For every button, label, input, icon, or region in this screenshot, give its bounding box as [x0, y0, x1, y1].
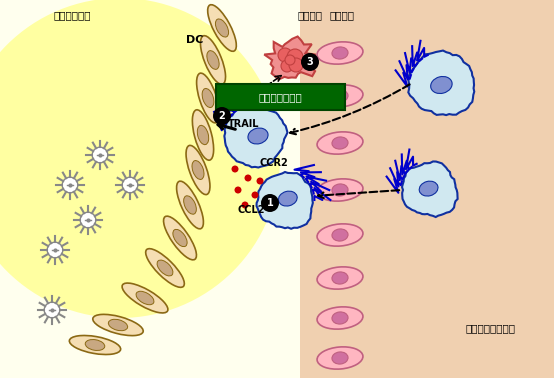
Text: CCL2: CCL2: [237, 205, 264, 215]
Circle shape: [80, 212, 96, 228]
Ellipse shape: [248, 128, 268, 144]
Circle shape: [242, 201, 249, 209]
Polygon shape: [257, 172, 313, 229]
Ellipse shape: [332, 90, 348, 102]
Circle shape: [289, 58, 303, 72]
Circle shape: [0, 0, 280, 318]
Polygon shape: [402, 161, 458, 217]
Ellipse shape: [419, 181, 438, 196]
Circle shape: [281, 60, 293, 72]
Ellipse shape: [317, 132, 363, 154]
Polygon shape: [0, 0, 320, 378]
Circle shape: [92, 147, 108, 163]
Ellipse shape: [146, 249, 184, 287]
Text: 細胞凋亡: 細胞凋亡: [297, 10, 322, 20]
Circle shape: [301, 53, 319, 71]
Ellipse shape: [430, 76, 452, 93]
Ellipse shape: [317, 179, 363, 201]
Ellipse shape: [332, 229, 348, 241]
Text: 內皮細胞: 內皮細胞: [330, 10, 355, 20]
Ellipse shape: [332, 352, 348, 364]
Circle shape: [285, 55, 295, 65]
Ellipse shape: [197, 125, 209, 145]
Text: 3: 3: [306, 57, 314, 67]
Polygon shape: [264, 37, 316, 79]
Ellipse shape: [317, 85, 363, 107]
Ellipse shape: [202, 88, 214, 107]
FancyBboxPatch shape: [216, 84, 345, 110]
Text: 2: 2: [219, 111, 225, 121]
Polygon shape: [300, 0, 554, 378]
Ellipse shape: [163, 216, 197, 260]
Text: 1: 1: [266, 198, 273, 208]
Polygon shape: [408, 51, 474, 115]
Ellipse shape: [201, 36, 225, 84]
Ellipse shape: [186, 146, 210, 195]
Text: 肺泡表皮細胞: 肺泡表皮細胞: [53, 10, 91, 20]
Circle shape: [234, 186, 242, 194]
Circle shape: [62, 177, 78, 193]
Ellipse shape: [136, 291, 154, 305]
Ellipse shape: [317, 307, 363, 329]
Ellipse shape: [207, 51, 219, 70]
Ellipse shape: [69, 336, 121, 355]
Text: 浸潤的巨噬細胞: 浸潤的巨噬細胞: [258, 92, 302, 102]
Ellipse shape: [177, 181, 203, 229]
Polygon shape: [224, 105, 288, 167]
Circle shape: [213, 107, 231, 125]
Circle shape: [257, 178, 264, 184]
Ellipse shape: [332, 184, 348, 196]
Ellipse shape: [317, 347, 363, 369]
Ellipse shape: [109, 319, 127, 331]
Ellipse shape: [85, 339, 105, 350]
Circle shape: [278, 48, 292, 62]
Ellipse shape: [332, 137, 348, 149]
Ellipse shape: [93, 314, 143, 336]
Ellipse shape: [157, 260, 173, 276]
Ellipse shape: [122, 283, 168, 313]
Ellipse shape: [332, 272, 348, 284]
Text: 週邂血單核球細胞: 週邂血單核球細胞: [465, 323, 515, 333]
Circle shape: [232, 166, 239, 172]
Circle shape: [47, 242, 63, 258]
Ellipse shape: [216, 19, 229, 37]
Text: CCR2: CCR2: [260, 158, 289, 168]
Ellipse shape: [279, 191, 297, 206]
Ellipse shape: [317, 42, 363, 64]
Ellipse shape: [332, 47, 348, 59]
Ellipse shape: [192, 161, 204, 180]
Circle shape: [244, 175, 252, 181]
Text: TRAIL: TRAIL: [228, 119, 259, 129]
Ellipse shape: [332, 312, 348, 324]
Circle shape: [44, 302, 60, 318]
Ellipse shape: [184, 196, 196, 214]
Ellipse shape: [208, 5, 237, 51]
Circle shape: [252, 192, 259, 198]
Ellipse shape: [197, 73, 219, 123]
Circle shape: [122, 177, 138, 193]
Text: DC: DC: [186, 35, 204, 45]
Ellipse shape: [173, 229, 187, 246]
Ellipse shape: [317, 224, 363, 246]
Ellipse shape: [192, 110, 214, 160]
Circle shape: [287, 49, 303, 65]
Circle shape: [261, 194, 279, 212]
Ellipse shape: [317, 267, 363, 289]
